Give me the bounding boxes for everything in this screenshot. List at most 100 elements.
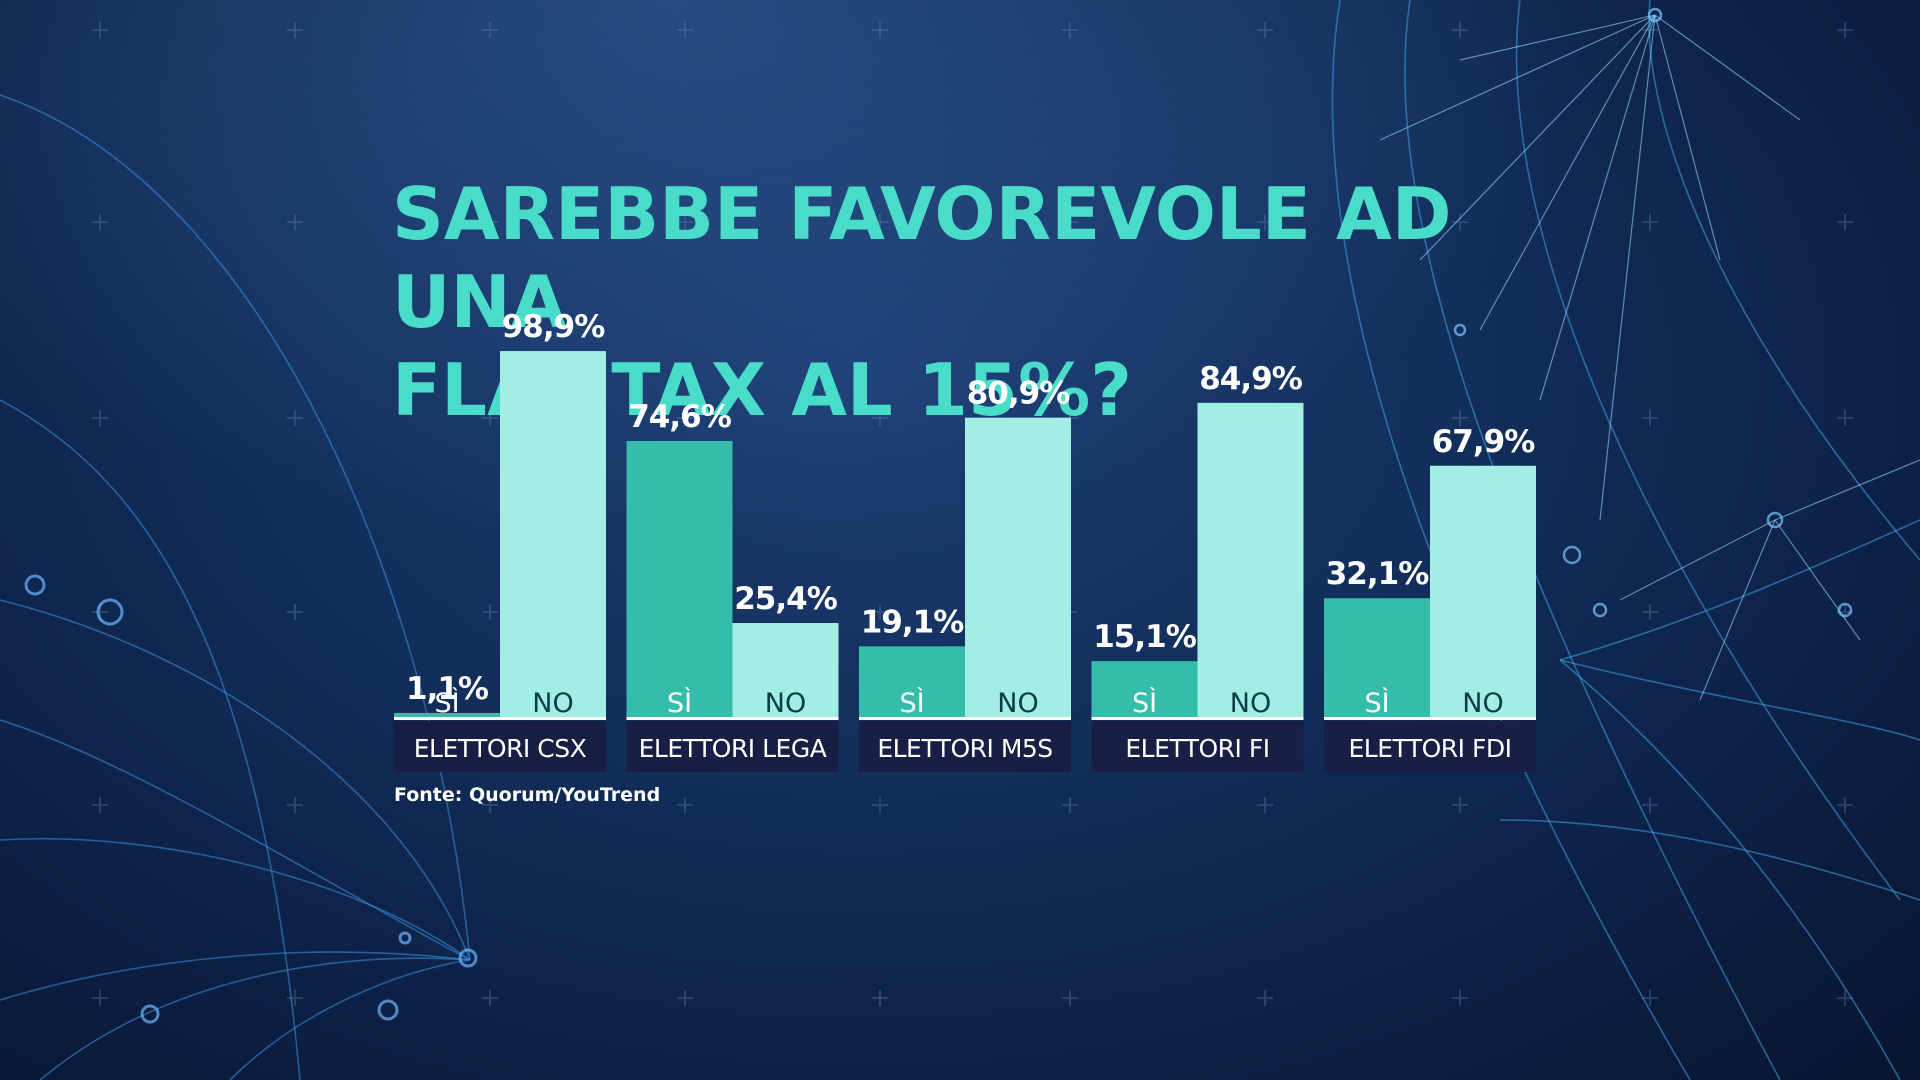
- category-label: ELETTORI CSX: [414, 734, 587, 763]
- plus-marker: [1062, 22, 1078, 38]
- source-note: Fonte: Quorum/YouTrend: [394, 784, 661, 806]
- plus-marker: [287, 410, 303, 426]
- category-label-box: [859, 721, 1071, 772]
- plus-marker: [872, 797, 888, 813]
- bar-group: 74,6% SÌ 25,4% NO ELETTORI LEGA: [626, 399, 839, 772]
- plus-marker: [1642, 797, 1658, 813]
- plus-marker: [872, 410, 888, 426]
- plus-marker: [677, 22, 693, 38]
- bar-baseline: [1324, 717, 1536, 720]
- category-label: ELETTORI FI: [1125, 734, 1269, 763]
- value-label: 80,9%: [967, 376, 1070, 412]
- plus-marker: [482, 214, 498, 230]
- plus-marker: [482, 797, 498, 813]
- bar-si: [1324, 598, 1430, 717]
- plus-marker: [92, 22, 108, 38]
- value-label: 74,6%: [628, 399, 731, 435]
- bar-si: [394, 712, 500, 717]
- value-label: 67,9%: [1432, 424, 1535, 460]
- plus-marker: [287, 604, 303, 620]
- bar-no: [965, 417, 1071, 717]
- category-label-box: [1091, 721, 1304, 772]
- series-label-no: NO: [1230, 688, 1271, 719]
- plus-marker: [677, 410, 693, 426]
- plus-marker: [677, 990, 693, 1006]
- plus-marker: [92, 797, 108, 813]
- plus-marker: [1837, 410, 1853, 426]
- plus-marker: [482, 990, 498, 1006]
- plus-marker: [1642, 214, 1658, 230]
- plus-marker: [1062, 797, 1078, 813]
- plus-marker: [872, 22, 888, 38]
- plus-marker: [1257, 22, 1273, 38]
- plus-marker: [1452, 22, 1468, 38]
- series-label-si: SÌ: [1364, 687, 1389, 719]
- bar-si: [859, 646, 965, 717]
- plus-marker: [1452, 990, 1468, 1006]
- bar-group: 1,1%SÌ 98,9% NO ELETTORI CSX: [394, 309, 606, 772]
- value-label: 25,4%: [734, 581, 837, 617]
- category-label: ELETTORI FDI: [1349, 734, 1512, 763]
- category-label-box: [394, 721, 606, 772]
- bar-no: [1197, 402, 1304, 717]
- plus-marker: [92, 990, 108, 1006]
- bar-group: 15,1% SÌ 84,9% NO ELETTORI FI: [1091, 361, 1304, 772]
- series-label-no: NO: [532, 688, 573, 719]
- plus-marker: [287, 214, 303, 230]
- plus-marker: [1452, 410, 1468, 426]
- plus-marker: [287, 22, 303, 38]
- bar-no: [500, 351, 606, 717]
- series-label-si: SÌ: [434, 687, 459, 719]
- value-label: 84,9%: [1199, 361, 1302, 397]
- bar-si: [626, 440, 733, 717]
- bar-baseline: [1091, 717, 1304, 720]
- plus-marker: [1452, 797, 1468, 813]
- bar-no: [1430, 465, 1536, 717]
- plus-marker: [482, 410, 498, 426]
- plus-marker: [482, 22, 498, 38]
- plus-marker: [677, 797, 693, 813]
- plus-marker: [1257, 214, 1273, 230]
- category-label-box: [626, 721, 839, 772]
- value-label: 98,9%: [502, 309, 605, 345]
- bar-baseline: [394, 717, 606, 720]
- plus-marker: [1837, 990, 1853, 1006]
- plus-marker: [92, 214, 108, 230]
- series-label-si: SÌ: [667, 687, 692, 719]
- chart-title-line-1: SAREBBE FAVOREVOLE AD UNA: [392, 172, 1452, 344]
- series-label-si: SÌ: [1132, 687, 1157, 719]
- plus-marker: [1257, 990, 1273, 1006]
- plus-marker: [1257, 797, 1273, 813]
- plus-marker: [287, 797, 303, 813]
- value-label: 32,1%: [1326, 556, 1429, 592]
- plus-marker: [1642, 410, 1658, 426]
- plus-marker: [1452, 214, 1468, 230]
- series-label-no: NO: [1462, 688, 1503, 719]
- plus-marker: [1642, 990, 1658, 1006]
- plus-marker: [92, 410, 108, 426]
- value-label: 15,1%: [1093, 619, 1196, 655]
- plus-marker: [1837, 214, 1853, 230]
- plus-marker: [482, 604, 498, 620]
- series-label-no: NO: [765, 688, 806, 719]
- value-label: 19,1%: [861, 604, 964, 640]
- bar-si: [1091, 661, 1198, 717]
- plus-marker: [287, 990, 303, 1006]
- bar-baseline: [859, 717, 1071, 720]
- plus-marker: [1837, 22, 1853, 38]
- plus-marker: [872, 990, 888, 1006]
- plus-marker: [1062, 214, 1078, 230]
- plus-marker: [872, 604, 888, 620]
- bar-no: [732, 623, 839, 717]
- bar-baseline: [626, 717, 839, 720]
- plus-marker: [1062, 990, 1078, 1006]
- plus-marker: [1837, 797, 1853, 813]
- series-label-no: NO: [997, 688, 1038, 719]
- series-label-si: SÌ: [899, 687, 924, 719]
- plus-marker: [1642, 604, 1658, 620]
- category-label: ELETTORI LEGA: [639, 734, 827, 763]
- category-label-box: [1324, 721, 1536, 772]
- plus-marker: [872, 214, 888, 230]
